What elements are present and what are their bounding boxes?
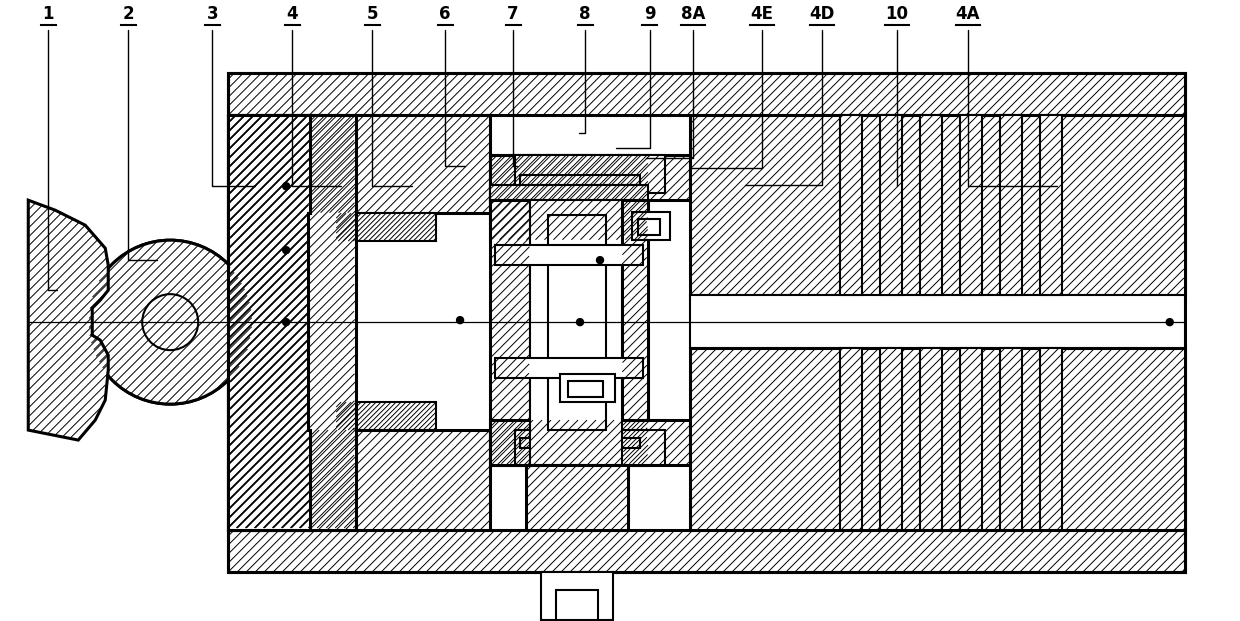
- Text: 4E: 4E: [750, 6, 774, 23]
- Circle shape: [88, 240, 252, 404]
- Text: 7: 7: [507, 6, 518, 23]
- Circle shape: [283, 319, 290, 325]
- Polygon shape: [336, 402, 436, 430]
- Bar: [541, 572, 613, 620]
- Text: 2: 2: [123, 6, 134, 23]
- Text: 1: 1: [42, 6, 55, 23]
- Circle shape: [283, 247, 290, 253]
- Polygon shape: [228, 116, 310, 530]
- Text: 5: 5: [366, 6, 378, 23]
- Polygon shape: [490, 200, 529, 465]
- Bar: [520, 175, 640, 185]
- Polygon shape: [228, 530, 1184, 572]
- Text: 9: 9: [644, 6, 656, 23]
- Circle shape: [1167, 319, 1173, 325]
- Text: 4A: 4A: [956, 6, 980, 23]
- Bar: [839, 348, 862, 530]
- Polygon shape: [490, 420, 689, 465]
- Bar: [529, 200, 622, 465]
- Bar: [880, 348, 901, 530]
- Polygon shape: [29, 200, 108, 440]
- Bar: [839, 116, 862, 295]
- Circle shape: [456, 317, 464, 324]
- Bar: [520, 438, 640, 448]
- Circle shape: [283, 183, 290, 189]
- Bar: [556, 590, 598, 620]
- Polygon shape: [490, 155, 689, 200]
- Polygon shape: [490, 155, 649, 240]
- Bar: [560, 374, 615, 402]
- Bar: [999, 116, 1022, 295]
- Bar: [920, 116, 942, 295]
- Text: 4: 4: [286, 6, 298, 23]
- Bar: [568, 381, 603, 397]
- Circle shape: [577, 319, 584, 325]
- Bar: [495, 245, 644, 265]
- Polygon shape: [310, 116, 490, 213]
- Bar: [1040, 348, 1061, 530]
- Polygon shape: [88, 240, 252, 404]
- Polygon shape: [689, 116, 1184, 295]
- Circle shape: [596, 379, 604, 386]
- Bar: [515, 155, 665, 193]
- Polygon shape: [336, 213, 436, 241]
- Bar: [639, 219, 660, 235]
- Polygon shape: [526, 465, 627, 530]
- Bar: [632, 212, 670, 240]
- Bar: [228, 73, 1184, 572]
- Polygon shape: [689, 348, 1184, 530]
- Circle shape: [596, 256, 604, 264]
- Circle shape: [143, 294, 198, 350]
- Bar: [689, 295, 1184, 348]
- Polygon shape: [228, 116, 356, 530]
- Text: 10: 10: [885, 6, 909, 23]
- Bar: [920, 348, 942, 530]
- Bar: [960, 116, 982, 295]
- Bar: [495, 358, 644, 378]
- Text: 6: 6: [439, 6, 451, 23]
- Bar: [515, 430, 665, 465]
- Text: 8: 8: [579, 6, 590, 23]
- Text: 8A: 8A: [681, 6, 706, 23]
- Bar: [960, 348, 982, 530]
- Bar: [548, 215, 606, 430]
- Polygon shape: [228, 73, 1184, 116]
- Polygon shape: [310, 430, 490, 530]
- Bar: [999, 348, 1022, 530]
- Polygon shape: [622, 200, 649, 465]
- Bar: [880, 116, 901, 295]
- Polygon shape: [228, 116, 310, 530]
- Bar: [490, 185, 649, 200]
- Text: 4D: 4D: [810, 6, 835, 23]
- Text: 3: 3: [206, 6, 218, 23]
- Bar: [1040, 116, 1061, 295]
